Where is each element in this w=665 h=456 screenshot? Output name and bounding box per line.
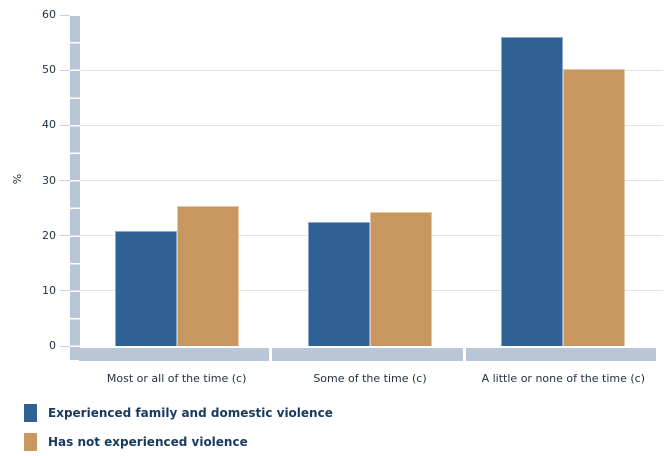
y-tick-label: 30	[42, 173, 56, 187]
y-tick-label: 20	[42, 228, 56, 242]
y-tick-label: 40	[42, 118, 56, 132]
y-tick-label: 0	[49, 339, 56, 352]
y-axis-tick	[60, 69, 70, 71]
x-axis-category-label: A little or none of the time (c)	[481, 372, 646, 385]
baseline-band	[465, 348, 656, 361]
y-axis-tick	[60, 235, 70, 237]
bar	[308, 222, 370, 346]
y-tick-label: 50	[42, 63, 56, 77]
y-axis-band	[70, 16, 80, 360]
gridline	[80, 69, 663, 71]
gridline	[80, 180, 663, 181]
gridline	[80, 124, 663, 126]
y-axis-tick	[60, 124, 70, 126]
legend-swatch	[24, 433, 37, 451]
legend-label: Has not experienced violence	[48, 435, 248, 449]
x-axis-category-label: Some of the time (c)	[313, 372, 427, 385]
bar	[501, 36, 564, 346]
y-axis-tick	[60, 290, 70, 292]
legend-row: Has not experienced violence	[24, 433, 333, 451]
bar	[176, 205, 239, 346]
bar	[563, 69, 626, 346]
y-axis-tick	[60, 14, 70, 16]
legend-row: Experienced family and domestic violence	[24, 404, 333, 422]
legend-swatch	[24, 404, 37, 422]
y-tick-label: 60	[42, 8, 56, 21]
legend: Experienced family and domestic violence…	[24, 404, 333, 456]
baseline-band	[272, 348, 463, 361]
y-axis-tick	[60, 180, 70, 181]
legend-label: Experienced family and domestic violence	[48, 406, 333, 420]
x-axis-category-label: Most or all of the time (c)	[106, 372, 247, 385]
bar	[114, 231, 177, 346]
y-axis-tick	[60, 345, 70, 347]
baseline-band	[79, 348, 270, 361]
bar	[370, 211, 432, 346]
y-axis-label: %	[11, 173, 24, 185]
y-tick-label: 10	[42, 283, 56, 297]
